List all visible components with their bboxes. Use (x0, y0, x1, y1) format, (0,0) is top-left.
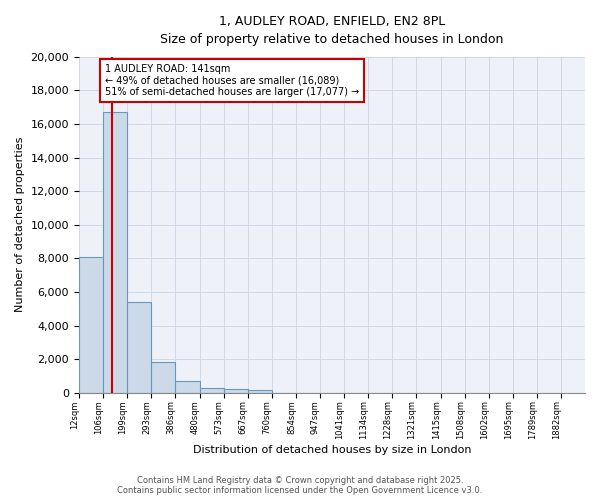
Title: 1, AUDLEY ROAD, ENFIELD, EN2 8PL
Size of property relative to detached houses in: 1, AUDLEY ROAD, ENFIELD, EN2 8PL Size of… (160, 15, 503, 46)
Bar (103, 112, 127, 392)
Bar (127, 302, 151, 392)
Text: Contains HM Land Registry data © Crown copyright and database right 2025.
Contai: Contains HM Land Registry data © Crown c… (118, 476, 482, 495)
Bar (175, 381, 200, 392)
Text: 1 AUDLEY ROAD: 141sqm
← 49% of detached houses are smaller (16,089)
51% of semi-: 1 AUDLEY ROAD: 141sqm ← 49% of detached … (105, 64, 359, 97)
Bar (151, 362, 175, 392)
Bar (224, 390, 248, 392)
Bar (200, 388, 224, 392)
X-axis label: Distribution of detached houses by size in London: Distribution of detached houses by size … (193, 445, 471, 455)
Y-axis label: Number of detached properties: Number of detached properties (15, 137, 25, 312)
Bar (248, 390, 272, 392)
Bar (79, 256, 103, 392)
